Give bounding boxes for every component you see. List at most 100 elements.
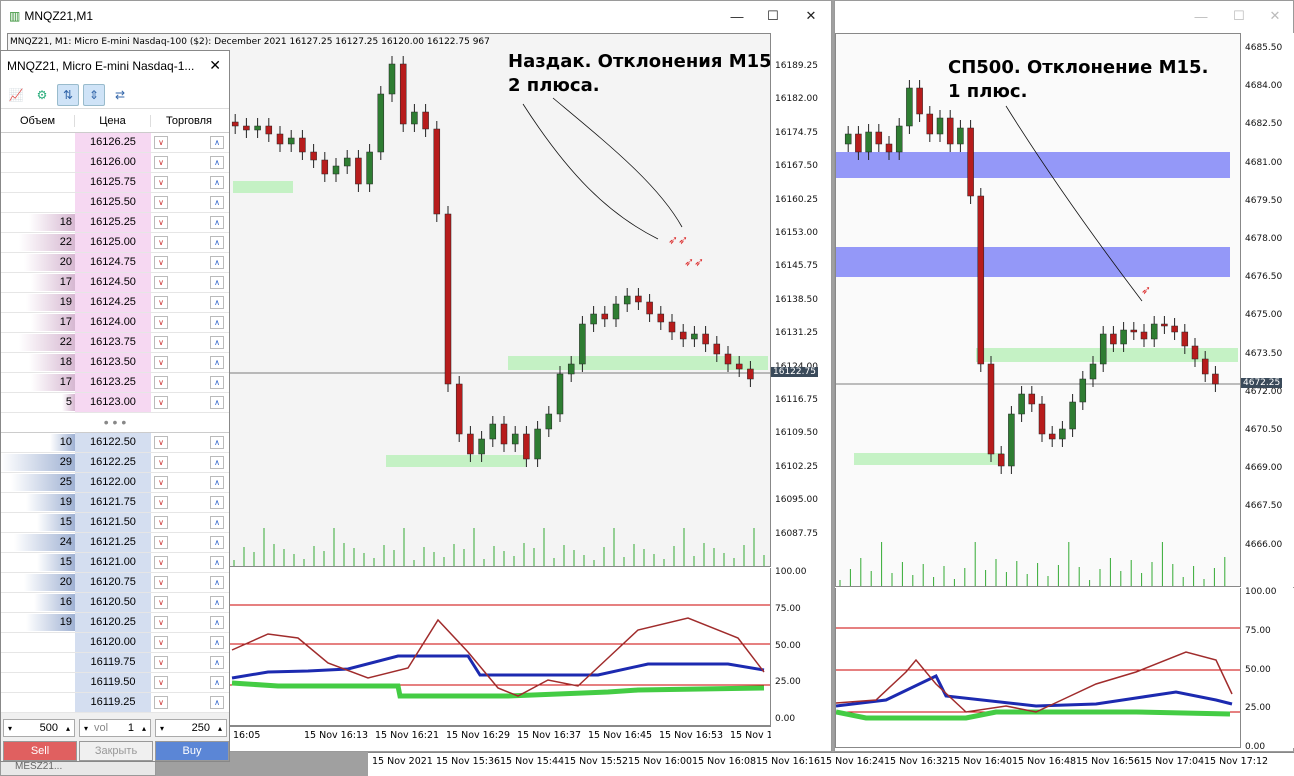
buy-limit-icon[interactable]: ∧ [210, 656, 224, 669]
buy-limit-icon[interactable]: ∧ [210, 356, 224, 369]
buy-limit-icon[interactable]: ∧ [210, 296, 224, 309]
close-icon[interactable]: ✕ [805, 8, 817, 23]
buy-limit-icon[interactable]: ∧ [210, 516, 224, 529]
sell-limit-icon[interactable]: ∨ [154, 456, 168, 469]
price-cell[interactable]: 16122.00 [75, 473, 151, 492]
buy-limit-icon[interactable]: ∧ [210, 196, 224, 209]
sell-button[interactable]: Sell [3, 741, 77, 761]
sell-limit-icon[interactable]: ∨ [154, 336, 168, 349]
buy-limit-icon[interactable]: ∧ [210, 236, 224, 249]
vol-value[interactable]: 1 [127, 722, 134, 734]
ticker-icon[interactable]: ⚙ [36, 87, 48, 102]
price-cell[interactable]: 16123.50 [75, 353, 151, 372]
decrease-icon[interactable]: ▾ [83, 723, 88, 733]
sell-limit-icon[interactable]: ∨ [154, 476, 168, 489]
buy-limit-icon[interactable]: ∧ [210, 336, 224, 349]
minimize-icon[interactable]: — [1194, 8, 1208, 24]
price-cell[interactable]: 16123.75 [75, 333, 151, 352]
buy-limit-icon[interactable]: ∧ [210, 276, 224, 289]
close-icon[interactable]: ✕ [1269, 8, 1281, 23]
sell-limit-icon[interactable]: ∨ [154, 276, 168, 289]
price-cell[interactable]: 16121.75 [75, 493, 151, 512]
buy-button[interactable]: Buy [155, 741, 229, 761]
sell-limit-icon[interactable]: ∨ [154, 176, 168, 189]
price-cell[interactable]: 16124.50 [75, 273, 151, 292]
sell-limit-icon[interactable]: ∨ [154, 656, 168, 669]
price-cell[interactable]: 16125.00 [75, 233, 151, 252]
sell-limit-icon[interactable]: ∨ [154, 556, 168, 569]
buy-limit-icon[interactable]: ∧ [210, 256, 224, 269]
right-chart-window[interactable]: — ☐ ✕ ➶ СП500. Отклонение М15. 1 плюс. 4… [834, 0, 1294, 752]
buy-limit-icon[interactable]: ∧ [210, 496, 224, 509]
price-cell[interactable]: 16125.75 [75, 173, 151, 192]
price-cell[interactable]: 16122.25 [75, 453, 151, 472]
sell-limit-icon[interactable]: ∨ [154, 696, 168, 709]
price-cell[interactable]: 16120.75 [75, 573, 151, 592]
sell-limit-icon[interactable]: ∨ [154, 236, 168, 249]
price-cell[interactable]: 16120.25 [75, 613, 151, 632]
close-icon[interactable]: ✕ [209, 57, 221, 73]
sell-limit-icon[interactable]: ∨ [154, 376, 168, 389]
price-cell[interactable]: 16121.50 [75, 513, 151, 532]
price-cell[interactable]: 16124.75 [75, 253, 151, 272]
price-cell[interactable]: 16124.25 [75, 293, 151, 312]
buy-limit-icon[interactable]: ∧ [210, 556, 224, 569]
auto-center-icon[interactable]: ⇅ [57, 83, 79, 106]
price-cell[interactable]: 16125.50 [75, 193, 151, 212]
buy-limit-icon[interactable]: ∧ [210, 376, 224, 389]
price-cell[interactable]: 16119.25 [75, 693, 151, 712]
sell-limit-icon[interactable]: ∨ [154, 296, 168, 309]
buy-limit-icon[interactable]: ∧ [210, 596, 224, 609]
price-cell[interactable]: 16119.75 [75, 653, 151, 672]
depth-of-market-panel[interactable]: MNQZ21, Micro E-mini Nasdaq-1... ✕ 📈 ⚙ ⇅… [0, 50, 230, 762]
sell-limit-icon[interactable]: ∨ [154, 616, 168, 629]
buy-limit-icon[interactable]: ∧ [210, 456, 224, 469]
price-cell[interactable]: 16120.50 [75, 593, 151, 612]
sell-limit-icon[interactable]: ∨ [154, 496, 168, 509]
price-cell[interactable]: 16124.00 [75, 313, 151, 332]
price-cell[interactable]: 16123.00 [75, 393, 151, 412]
price-cell[interactable]: 16125.25 [75, 213, 151, 232]
price-cell[interactable]: 16121.00 [75, 553, 151, 572]
right-oscillator-plot[interactable] [835, 588, 1241, 748]
price-cell[interactable]: 16121.25 [75, 533, 151, 552]
decrease-icon[interactable]: ▾ [159, 723, 164, 733]
price-cell[interactable]: 16123.25 [75, 373, 151, 392]
buy-limit-icon[interactable]: ∧ [210, 396, 224, 409]
lot-value[interactable]: 500 [39, 722, 58, 734]
lot-stepper[interactable]: ▾ 500 ▴ [3, 719, 75, 737]
maximize-icon[interactable]: ☐ [767, 8, 779, 23]
sell-limit-icon[interactable]: ∨ [154, 136, 168, 149]
sell-limit-icon[interactable]: ∨ [154, 396, 168, 409]
increase-icon[interactable]: ▴ [141, 723, 146, 733]
sell-limit-icon[interactable]: ∨ [154, 516, 168, 529]
buy-limit-icon[interactable]: ∧ [210, 576, 224, 589]
price-cell[interactable]: 16126.25 [75, 133, 151, 152]
price-cell[interactable]: 16119.50 [75, 673, 151, 692]
buy-limit-icon[interactable]: ∧ [210, 136, 224, 149]
right-title-bar[interactable]: — ☐ ✕ [835, 1, 1293, 31]
price-cell[interactable]: 16120.00 [75, 633, 151, 652]
buy-limit-icon[interactable]: ∧ [210, 216, 224, 229]
price-cell[interactable]: 16122.50 [75, 433, 151, 452]
maximize-icon[interactable]: ☐ [1233, 8, 1245, 23]
sell-limit-icon[interactable]: ∨ [154, 216, 168, 229]
close-position-button[interactable]: Закрыть [79, 741, 153, 761]
buy-limit-icon[interactable]: ∧ [210, 436, 224, 449]
sell-limit-icon[interactable]: ∨ [154, 316, 168, 329]
sell-limit-icon[interactable]: ∨ [154, 196, 168, 209]
sell-limit-icon[interactable]: ∨ [154, 676, 168, 689]
sell-limit-icon[interactable]: ∨ [154, 436, 168, 449]
sell-limit-icon[interactable]: ∨ [154, 636, 168, 649]
sell-limit-icon[interactable]: ∨ [154, 256, 168, 269]
volume-stepper[interactable]: ▾ vol 1 ▴ [79, 719, 151, 737]
buy-limit-icon[interactable]: ∧ [210, 316, 224, 329]
chart-icon[interactable]: 📈 [8, 87, 24, 102]
scroll-lock-icon[interactable]: ⇕ [83, 83, 105, 106]
buy-limit-icon[interactable]: ∧ [210, 156, 224, 169]
buy-limit-icon[interactable]: ∧ [210, 176, 224, 189]
minimize-icon[interactable]: — [730, 8, 744, 24]
depth-value[interactable]: 250 [191, 722, 210, 734]
buy-limit-icon[interactable]: ∧ [210, 616, 224, 629]
price-cell[interactable]: 16126.00 [75, 153, 151, 172]
